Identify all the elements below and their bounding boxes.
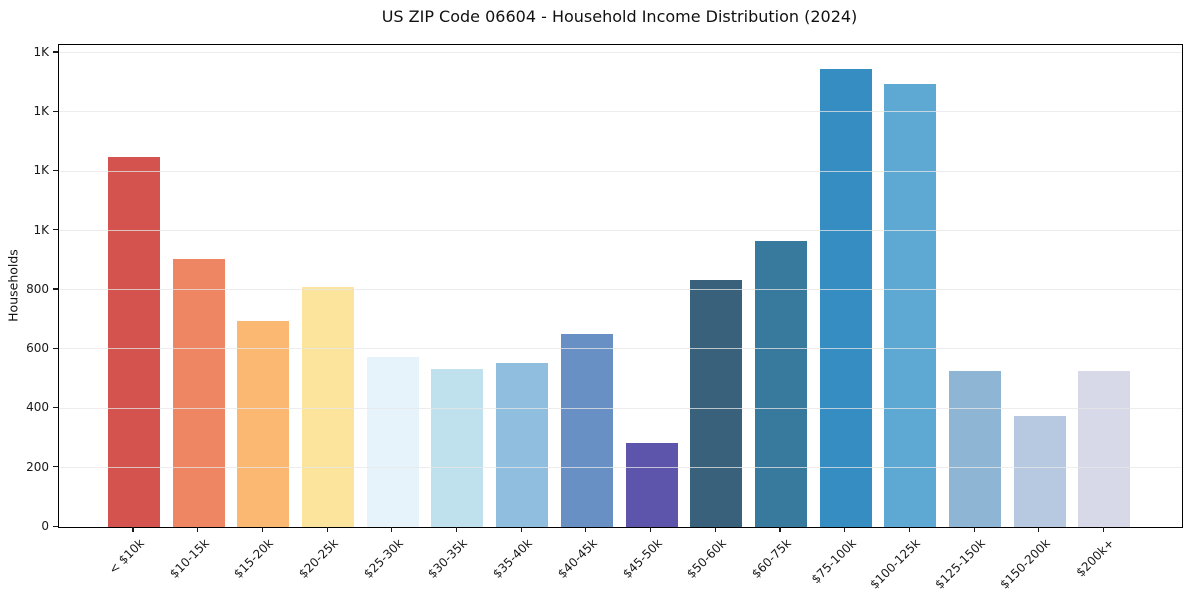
x-tick-mark	[585, 527, 587, 532]
gridline-1000	[59, 229, 1182, 231]
x-tick-label: $75-100k	[808, 536, 859, 587]
x-tick-label: $10-15k	[166, 536, 212, 581]
gridline-1200	[59, 170, 1182, 172]
x-tick-label: $125-150k	[932, 536, 988, 592]
x-tick-label: $50-60k	[684, 536, 730, 581]
gridline-200	[59, 466, 1182, 468]
x-tick-label: $60-75k	[748, 536, 794, 581]
bar-150-200k	[1013, 415, 1066, 527]
y-tick-label: 1K	[33, 222, 49, 237]
x-tick-label: $15-20k	[231, 536, 277, 581]
x-tick-label: $30-35k	[425, 536, 471, 581]
y-tick-label: 800	[26, 281, 49, 296]
y-tick-label: 200	[26, 459, 49, 474]
bar-200k	[1078, 371, 1131, 527]
y-tick-mark	[53, 466, 58, 468]
x-tick-mark	[326, 527, 328, 532]
y-tick-mark	[53, 229, 58, 231]
x-tick-label: $35-40k	[490, 536, 535, 581]
plot-area	[58, 44, 1183, 528]
y-tick-mark	[53, 169, 58, 172]
bar-25-30k	[366, 356, 419, 527]
x-tick-mark	[261, 527, 263, 532]
gridline-600	[59, 348, 1182, 350]
x-tick-mark	[455, 527, 458, 532]
bar-35-40k	[496, 362, 549, 527]
x-tick-mark	[779, 527, 781, 532]
gridline-800	[59, 289, 1182, 290]
bar-30-35k	[431, 368, 484, 527]
bar-40-45k	[560, 334, 613, 527]
x-tick-label: $20-25k	[296, 536, 341, 581]
y-tick-label: 0	[41, 519, 49, 533]
bar-15-20k	[237, 321, 290, 527]
y-tick-mark	[53, 406, 58, 409]
y-tick-label: 1K	[33, 163, 49, 178]
chart-title: US ZIP Code 06604 - Household Income Dis…	[381, 7, 858, 26]
bar-50-60k	[690, 279, 743, 527]
bar-45-50k	[625, 442, 678, 527]
bar-60-75k	[754, 241, 807, 527]
x-tick-mark	[391, 527, 393, 532]
bar-125-150k	[949, 371, 1001, 527]
x-tick-mark	[973, 527, 975, 532]
gridline-400	[59, 407, 1182, 409]
x-tick-label: $45-50k	[619, 536, 665, 581]
bar-100-125k	[884, 84, 937, 527]
x-tick-label: $100-125k	[867, 536, 924, 592]
gridline-1600	[59, 52, 1182, 53]
y-tick-mark	[53, 525, 58, 527]
bar-75-100k	[819, 69, 872, 527]
x-tick-label: $200k+	[1073, 536, 1118, 580]
y-tick-label: 1K	[33, 44, 49, 59]
x-tick-label: < $10k	[105, 536, 147, 577]
x-tick-mark	[1038, 527, 1040, 532]
x-tick-label: $150-200k	[996, 536, 1053, 592]
x-tick-label: $40-45k	[554, 536, 600, 581]
bar-10-15k	[172, 258, 225, 527]
x-tick-label: $25-30k	[360, 536, 406, 581]
x-tick-mark	[1102, 527, 1105, 532]
y-tick-label: 400	[26, 400, 49, 415]
x-tick-mark	[520, 527, 522, 532]
x-tick-mark	[650, 527, 652, 532]
x-tick-mark	[197, 527, 199, 532]
y-tick-label: 1K	[33, 104, 49, 119]
x-tick-mark	[714, 527, 716, 532]
gridline-1400	[59, 111, 1182, 113]
bar-20-25k	[302, 287, 354, 527]
y-tick-mark	[53, 51, 58, 53]
x-tick-mark	[908, 527, 910, 532]
bar-10k	[107, 156, 160, 527]
y-tick-mark	[53, 347, 58, 349]
x-tick-mark	[844, 527, 846, 532]
x-tick-mark	[132, 527, 134, 532]
y-tick-mark	[53, 288, 58, 290]
y-tick-mark	[53, 110, 58, 112]
y-tick-label: 600	[26, 341, 49, 356]
